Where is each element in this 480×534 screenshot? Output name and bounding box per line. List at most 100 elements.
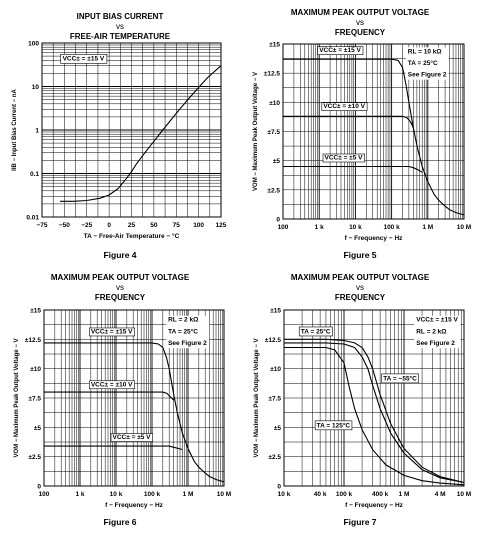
series-line — [284, 338, 465, 484]
y-tick-label: ±10 — [30, 366, 41, 373]
chart-figure-5: 100 1 k 10 k 100 k 1 M 10 M 0 ±2.5 ±5 ±7.5 ±10 ±12.… — [253, 42, 471, 243]
y-tick-label: 0.01 — [26, 215, 39, 222]
x-tick-label: 25 — [128, 222, 136, 229]
y-tick-label: ±15 — [30, 308, 41, 315]
chart-title-line-2: vs — [356, 18, 364, 27]
series-line — [44, 391, 175, 401]
x-tick-label: 100 — [39, 491, 50, 498]
y-axis-label: IIB − Input Bias Current − nA — [12, 89, 18, 171]
chart-title-line-3: FREQUENCY — [94, 293, 146, 302]
x-tick-label: −25 — [81, 222, 92, 229]
x-tick-label: 0 — [107, 222, 111, 229]
figure-label: Figure 4 — [103, 250, 137, 260]
series-label: VCC± = ±10 V — [323, 103, 365, 110]
series-label: VCC± = ±15 V — [319, 47, 361, 54]
x-tick-label: 1 k — [315, 224, 324, 231]
series-label-box — [322, 153, 365, 163]
annotation-text: See Figure 2 — [168, 340, 207, 347]
y-tick-label: ±5 — [273, 158, 281, 165]
series-label-box — [314, 420, 353, 431]
series-line — [284, 342, 465, 484]
y-axis-label: VOM − Maximum Peak Output Voltage − V — [254, 339, 260, 458]
annotation-text: TA = 25°C — [168, 327, 198, 335]
chart-title-line-2: vs — [116, 283, 124, 292]
series-line — [283, 165, 423, 173]
x-tick-label: 100 k — [336, 491, 353, 498]
figure-4-panel: INPUT BIAS CURRENT vs FREE-AIR TEMPERATU… — [0, 0, 240, 267]
y-tick-label: ±12.5 — [265, 337, 282, 344]
plot-frame — [41, 42, 222, 218]
series-label: VCC± = ±5 V — [113, 434, 152, 441]
x-tick-label: 10 k — [349, 224, 362, 231]
x-tick-label: 10 k — [278, 491, 291, 498]
series-label-box — [317, 46, 364, 55]
annotation-box — [60, 54, 108, 64]
series-line — [284, 346, 465, 486]
figure-label: Figure 5 — [343, 250, 377, 260]
figure-5-panel: MAXIMUM PEAK OUTPUT VOLTAGE vs FREQUENCY… — [240, 0, 480, 267]
series-label: VCC± = ±15 V — [91, 328, 133, 335]
x-tick-label: 1 M — [399, 491, 410, 498]
x-tick-label: −50 — [59, 222, 70, 229]
x-axis-label: f − Frequency − Hz — [345, 235, 404, 242]
plot-frame — [283, 309, 465, 487]
series-label: TA = 125°C — [317, 421, 351, 429]
x-axis-label: f − Frequency − Hz — [105, 502, 164, 509]
x-tick-label: 100 — [278, 224, 289, 231]
chart-title-line-1: MAXIMUM PEAK OUTPUT VOLTAGE — [50, 273, 190, 282]
chart-figure-6: 100 1 k 10 k 100 k 1 M 10 M 0 ±2.5 ±5 ±7.5 ±10 ±12.… — [14, 308, 231, 510]
x-tick-label: 100 k — [144, 491, 161, 498]
x-tick-label: 40 k — [314, 491, 327, 498]
x-tick-label: 75 — [173, 222, 181, 229]
y-tick-label: ±5 — [274, 425, 282, 432]
x-tick-label: 1 k — [75, 491, 84, 498]
figure-6-panel: MAXIMUM PEAK OUTPUT VOLTAGE vs FREQUENCY… — [0, 267, 240, 534]
series-line — [283, 58, 465, 216]
chart-title-line-1: MAXIMUM PEAK OUTPUT VOLTAGE — [290, 273, 430, 282]
series-line — [44, 342, 225, 483]
chart-title-line-3: FREQUENCY — [334, 293, 386, 302]
y-axis-label: VOM − Maximum Peak Output Voltage − V — [14, 339, 20, 458]
series-label-box — [89, 380, 135, 390]
y-tick-label: ±2.5 — [267, 187, 280, 194]
chart-figure-7: 10 k 40 k 100 k 400 k 1 M 4 M 10 M 0 ±2.5 ±5 ±7.5 ±… — [254, 308, 471, 510]
x-tick-label: 125 — [216, 222, 227, 229]
annotation-box — [166, 315, 210, 349]
y-tick-label: ±7.5 — [268, 396, 281, 403]
series-line — [283, 115, 414, 129]
y-tick-label: 100 — [28, 41, 39, 48]
series-label: VCC± = ±10 V — [91, 381, 133, 388]
annotation-text: VCC± = ±15 V — [416, 317, 458, 324]
y-tick-label: 0.1 — [30, 171, 39, 178]
y-tick-label: ±2.5 — [268, 454, 281, 461]
y-tick-label: ±12.5 — [264, 71, 281, 78]
plot-frame — [43, 309, 225, 487]
figure-7-panel: MAXIMUM PEAK OUTPUT VOLTAGE vs FREQUENCY… — [240, 267, 480, 534]
chart-title-line-1: INPUT BIAS CURRENT — [76, 12, 164, 21]
annotation-text: VCC± = ±15 V — [63, 55, 105, 62]
y-tick-label: ±15 — [270, 308, 281, 315]
x-tick-label: 50 — [150, 222, 158, 229]
y-tick-label: 0 — [276, 217, 280, 224]
y-tick-label: ±7.5 — [28, 396, 41, 403]
x-tick-label: 10 k — [110, 491, 123, 498]
x-tick-label: 1 M — [422, 224, 433, 231]
x-tick-label: 10 M — [217, 491, 231, 498]
y-tick-label: ±2.5 — [28, 454, 41, 461]
series-label-box — [298, 326, 333, 337]
series-line — [44, 445, 183, 451]
y-axis-label: VOM − Maximum Peak Output Voltage − V — [253, 72, 259, 191]
annotation-text: RL = 2 kΩ — [416, 328, 446, 335]
x-tick-label: −75 — [36, 222, 47, 229]
annotation-text: See Figure 2 — [408, 72, 447, 79]
y-tick-label: 0 — [277, 484, 281, 491]
annotation-text: RL = 2 kΩ — [168, 317, 198, 324]
annotation-text: RL = 10 kΩ — [408, 48, 442, 55]
series-label-box — [321, 102, 368, 111]
x-tick-label: 400 k — [372, 491, 389, 498]
chart-title-line-2: vs — [116, 22, 124, 31]
plot-frame — [282, 43, 465, 220]
x-tick-label: 10 M — [457, 224, 471, 231]
series-label: VCC± = ±5 V — [324, 155, 363, 162]
x-tick-label: 4 M — [435, 491, 446, 498]
